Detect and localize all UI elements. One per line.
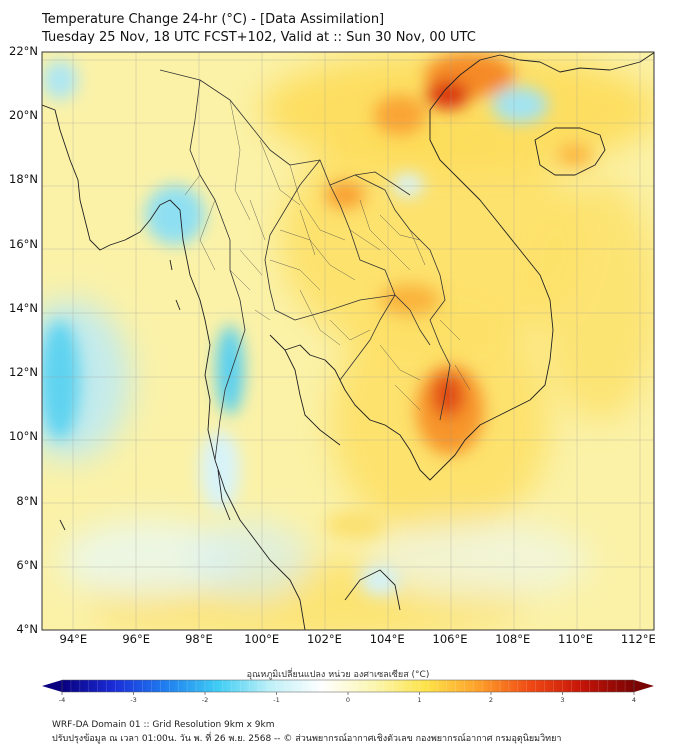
map-title-line1: Temperature Change 24-hr (°C) - [Data As… (42, 12, 385, 27)
lon-label: 106°E (432, 632, 468, 646)
lon-label: 104°E (369, 632, 405, 646)
lon-label: 112°E (620, 632, 656, 646)
lat-label: 20°N (9, 108, 38, 123)
lon-label: 108°E (495, 632, 531, 646)
colorbar-tick-label: -3 (130, 696, 136, 704)
colorbar-tick-label: -2 (202, 696, 208, 704)
colorbar-min-arrow (42, 680, 62, 692)
province-borders (184, 99, 471, 411)
lat-label: 18°N (9, 172, 38, 187)
lon-label: 102°E (306, 632, 342, 646)
colorbar: -4 -3 -2 -1 0 1 2 3 4 (42, 679, 654, 704)
colorbar-tick-label: 3 (560, 696, 564, 704)
map-frame (41, 51, 655, 631)
temperature-field (42, 52, 654, 630)
graticule (42, 52, 654, 630)
lat-label: 8°N (16, 493, 38, 508)
lat-label: 22°N (9, 44, 38, 58)
footer-line1: WRF-DA Domain 01 :: Grid Resolution 9km … (52, 720, 275, 730)
colorbar-stripes (70, 680, 626, 692)
lat-label: 14°N (9, 300, 38, 315)
field-blobs-detail (42, 53, 593, 595)
colorbar-max-arrow (634, 680, 654, 692)
lat-label: 12°N (9, 365, 38, 380)
colorbar-tick-label: 2 (489, 696, 493, 704)
map-title-line2: Tuesday 25 Nov, 18 UTC FCST+102, Valid a… (42, 30, 476, 45)
coastlines (42, 52, 654, 630)
lat-label: 16°N (9, 236, 38, 251)
colorbar-tick-label: -1 (273, 696, 279, 704)
colorbar-tick-label: 4 (632, 696, 636, 704)
lon-label: 100°E (244, 632, 280, 646)
colorbar-ticks: -4 -3 -2 -1 0 1 2 3 4 (59, 692, 636, 704)
colorbar-tick-label: 1 (417, 696, 421, 704)
lon-label: 98°E (185, 632, 213, 646)
lon-label: 110°E (558, 632, 594, 646)
colorbar-caption: อุณหภูมิเปลี่ยนแปลง หน่วย องศาเซลเซียส (… (246, 670, 430, 680)
lat-label: 4°N (16, 622, 38, 636)
lat-label: 6°N (16, 557, 38, 572)
colorbar-gradient (62, 680, 634, 692)
footer: WRF-DA Domain 01 :: Grid Resolution 9km … (52, 718, 561, 746)
colorbar-tick-label: 0 (346, 696, 350, 704)
map-title: Temperature Change 24-hr (°C) - [Data As… (42, 11, 476, 47)
lon-label: 96°E (122, 632, 150, 646)
lat-label: 10°N (9, 429, 38, 444)
footer-line2: ปรับปรุงข้อมูล ณ เวลา 01:00น. วัน พ. ที่… (52, 734, 562, 744)
lon-label: 94°E (59, 632, 88, 646)
colorbar-tick-label: -4 (59, 696, 65, 704)
